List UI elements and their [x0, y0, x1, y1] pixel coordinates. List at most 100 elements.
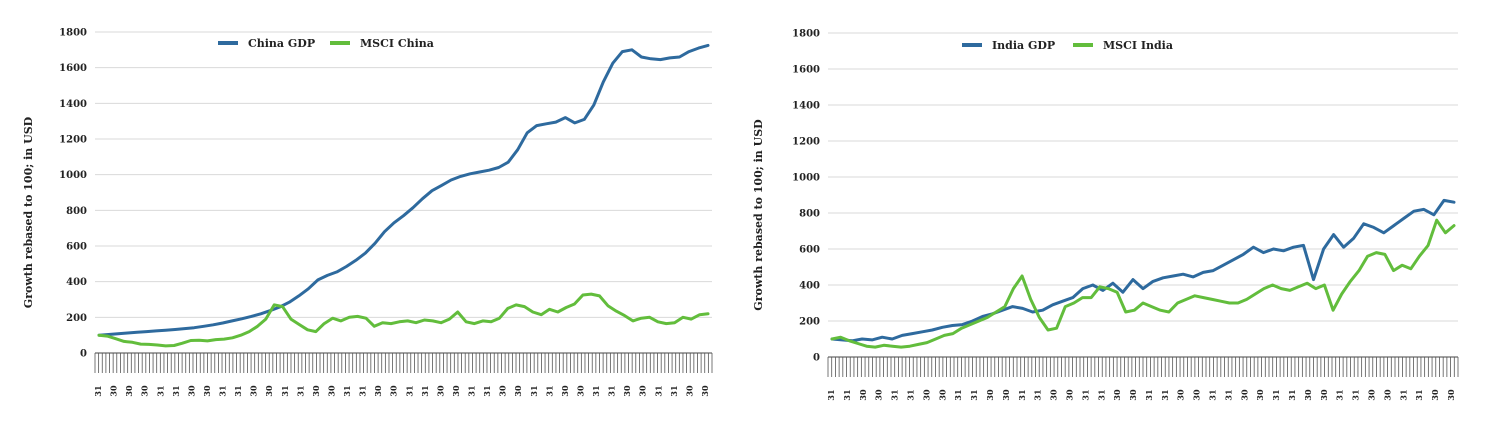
china-x-tick-label: 30 — [700, 385, 710, 397]
china-x-tick-label: 31 — [358, 385, 368, 396]
china-y-tick-label: 400 — [66, 277, 87, 288]
india-x-tick-label: 31 — [1096, 389, 1106, 400]
india-x-tick-label: 31 — [1414, 389, 1424, 400]
india-x-tick-label: 31 — [953, 389, 963, 400]
china-y-tick-label: 1800 — [59, 28, 87, 39]
india-y-tick-label: 1000 — [792, 173, 820, 184]
china-x-tick-label: 31 — [171, 385, 181, 396]
china-x-tick-label: 31 — [280, 385, 290, 396]
china-legend-label: China GDP — [248, 37, 315, 50]
india-x-tick-label: 30 — [1001, 389, 1011, 401]
china-x-tick-label: 31 — [669, 385, 679, 396]
india-y-tick-label: 1200 — [792, 137, 820, 148]
india-y-axis-label: Growth rebased to 100; in USD — [752, 119, 765, 311]
china-chart-svg: 0 200 400 600 800 1000 1200 1400 1600 1800 31 30 30 3… — [22, 28, 713, 397]
india-x-tick-label: 31 — [890, 389, 900, 400]
india-y-tick-label: 800 — [799, 209, 820, 220]
china-x-tick-label: 30 — [109, 385, 119, 397]
china-series-line-china-gdp — [97, 43, 710, 337]
india-chart-svg: 0 200 400 600 800 1000 1200 1400 1600 1800 31 31 30 3… — [752, 29, 1459, 401]
india-x-tick-label: 31 — [1144, 389, 1154, 400]
india-y-tick-label: 200 — [799, 317, 820, 328]
india-x-tick-label: 30 — [858, 389, 868, 401]
india-y-tick-label: 400 — [799, 281, 820, 292]
china-x-tick-label: 30 — [638, 385, 648, 397]
china-x-tick-label: 30 — [264, 385, 274, 397]
china-x-tick-label: 31 — [404, 385, 414, 396]
china-series-line-msci-china — [97, 292, 710, 348]
india-x-tick-label: 31 — [1223, 389, 1233, 400]
india-x-tick-label: 31 — [905, 389, 915, 400]
china-x-tick-label: 30 — [249, 385, 259, 397]
china-x-tick-label: 31 — [420, 385, 430, 396]
india-x-tick-label: 30 — [1239, 389, 1249, 401]
china-x-tick-label: 30 — [513, 385, 523, 397]
china-x-tick-label: 30 — [451, 385, 461, 397]
india-x-tick-label: 31 — [1017, 389, 1027, 400]
india-x-tick-label: 31 — [1351, 389, 1361, 400]
india-x-tick-label: 31 — [1033, 389, 1043, 400]
china-x-tick-label: 31 — [653, 385, 663, 396]
india-y-tick-label: 1800 — [792, 29, 820, 40]
china-x-tick-label: 31 — [544, 385, 554, 396]
china-y-tick-label: 1400 — [59, 99, 87, 110]
china-y-tick-label: 800 — [66, 206, 87, 217]
india-x-tick-label: 30 — [937, 389, 947, 401]
china-legend-label: MSCI China — [360, 37, 434, 50]
china-x-tick-label: 31 — [342, 385, 352, 396]
india-x-tick-label: 30 — [1128, 389, 1138, 401]
india-x-tick-label: 31 — [1271, 389, 1281, 400]
india-x-tick-label: 30 — [921, 389, 931, 401]
china-x-tick-label: 30 — [435, 385, 445, 397]
india-y-tick-label: 1600 — [792, 65, 820, 76]
china-x-tick-label: 31 — [155, 385, 165, 396]
india-y-tick-label: 600 — [799, 245, 820, 256]
india-x-tick-label: 31 — [1287, 389, 1297, 400]
china-y-tick-label: 1200 — [59, 135, 87, 146]
china-x-tick-label: 31 — [467, 385, 477, 396]
china-x-tick-label: 31 — [529, 385, 539, 396]
china-x-tick-label: 31 — [93, 385, 103, 396]
china-x-tick-label: 31 — [218, 385, 228, 396]
china-x-tick-label: 30 — [140, 385, 150, 397]
india-x-tick-label: 31 — [826, 389, 836, 400]
india-series-line-msci-india — [830, 218, 1456, 349]
china-x-tick-label: 30 — [373, 385, 383, 397]
china-x-tick-label: 30 — [389, 385, 399, 397]
india-x-tick-label: 31 — [1080, 389, 1090, 400]
china-x-tick-label: 31 — [607, 385, 617, 396]
india-x-tick-label: 31 — [1160, 389, 1170, 400]
china-y-axis-label: Growth rebased to 100; in USD — [22, 116, 35, 308]
china-x-tick-label: 30 — [498, 385, 508, 397]
china-x-tick-label: 30 — [186, 385, 196, 397]
india-x-tick-label: 30 — [1303, 389, 1313, 401]
india-x-tick-label: 31 — [1335, 389, 1345, 400]
india-x-tick-label: 30 — [1176, 389, 1186, 401]
china-y-tick-label: 1000 — [59, 170, 87, 181]
china-x-tick-label: 31 — [295, 385, 305, 396]
india-series-line-india-gdp — [830, 198, 1456, 343]
india-x-tick-label: 30 — [1255, 389, 1265, 401]
india-x-tick-label: 30 — [1049, 389, 1059, 401]
china-y-tick-label: 0 — [80, 349, 87, 360]
china-x-tick-label: 30 — [684, 385, 694, 397]
china-y-tick-label: 200 — [66, 313, 87, 324]
china-x-tick-label: 30 — [560, 385, 570, 397]
china-x-tick-label: 30 — [311, 385, 321, 397]
china-y-tick-label: 600 — [66, 242, 87, 253]
india-y-tick-label: 0 — [813, 353, 820, 364]
india-x-tick-label: 30 — [1382, 389, 1392, 401]
china-x-tick-label: 30 — [202, 385, 212, 397]
india-x-tick-label: 30 — [1319, 389, 1329, 401]
india-legend-label: India GDP — [992, 39, 1055, 52]
india-chart-panel: 0 200 400 600 800 1000 1200 1400 1600 1800 31 31 30 3… — [740, 0, 1500, 425]
china-x-tick-label: 31 — [233, 385, 243, 396]
india-x-tick-label: 30 — [985, 389, 995, 401]
india-x-tick-label: 30 — [1112, 389, 1122, 401]
china-x-tick-label: 30 — [575, 385, 585, 397]
india-y-tick-label: 1400 — [792, 101, 820, 112]
india-x-tick-label: 30 — [874, 389, 884, 401]
china-y-tick-label: 1600 — [59, 63, 87, 74]
india-x-tick-label: 31 — [1398, 389, 1408, 400]
china-x-tick-label: 30 — [326, 385, 336, 397]
